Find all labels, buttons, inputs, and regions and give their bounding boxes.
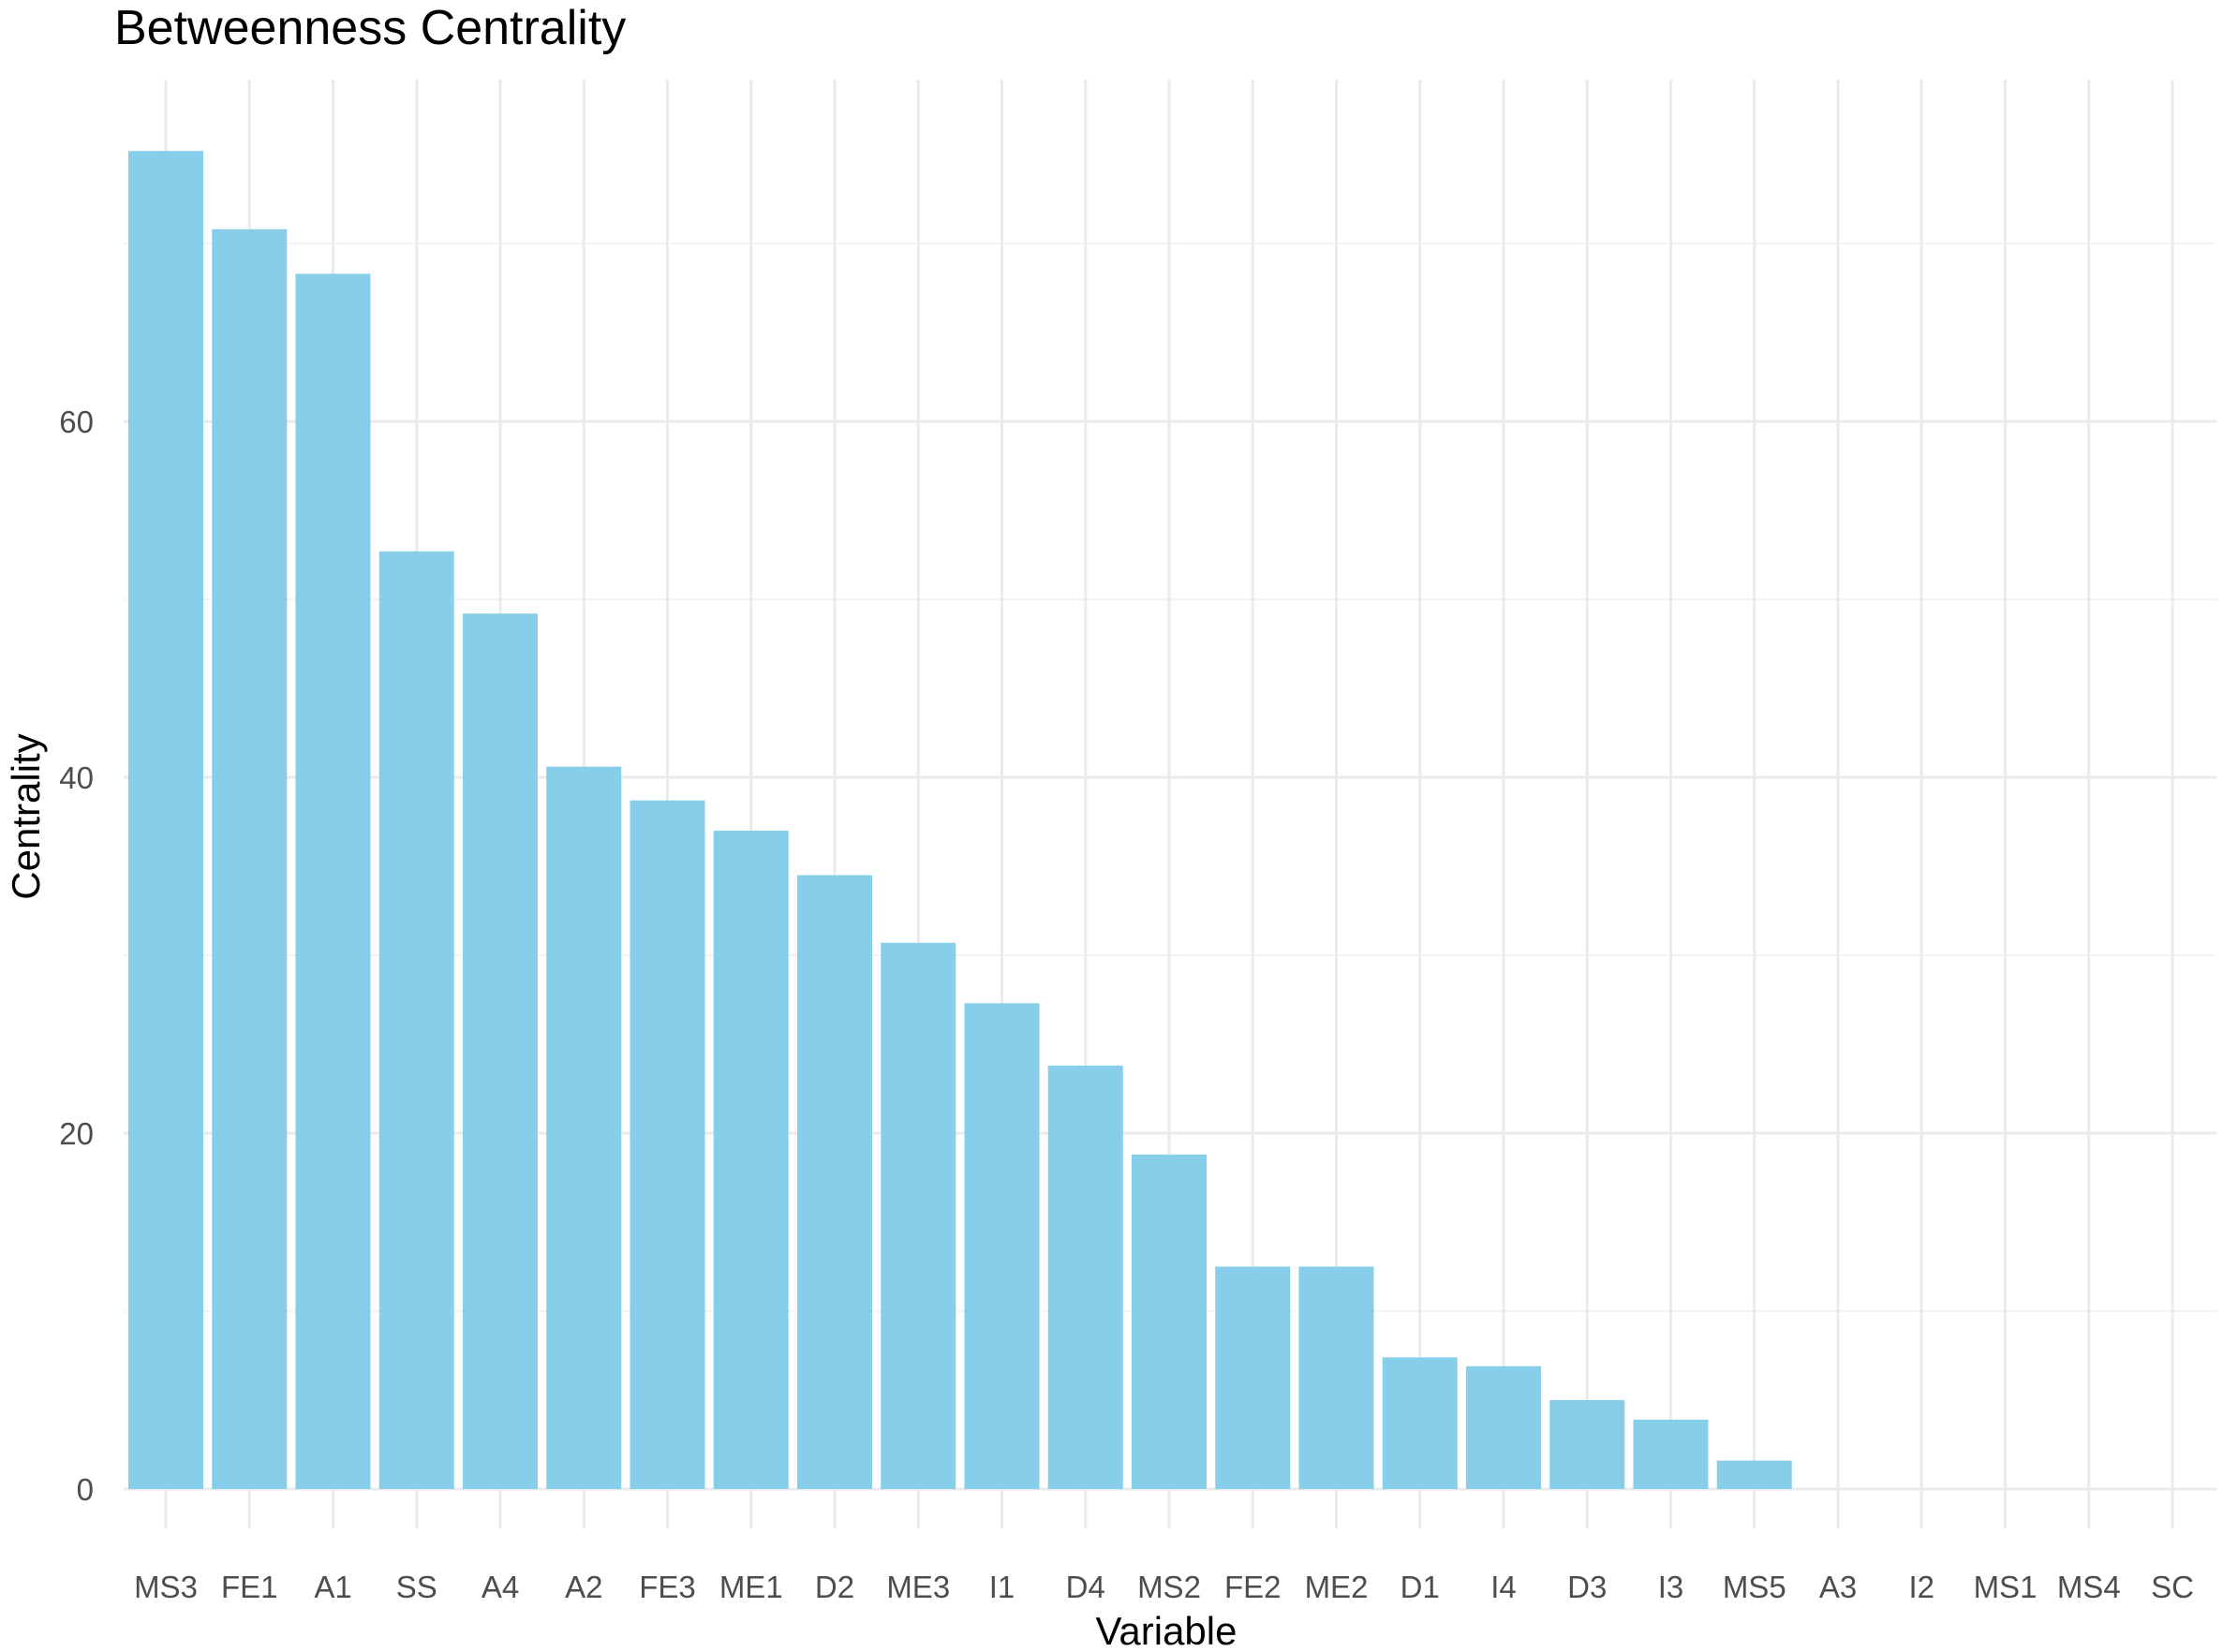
bar-a2 — [546, 766, 622, 1489]
bar-me2 — [1298, 1266, 1374, 1489]
x-tick-label: MS4 — [2057, 1570, 2121, 1604]
bar-ms2 — [1132, 1154, 1207, 1489]
x-tick-label: I1 — [989, 1570, 1015, 1604]
y-tick-label: 20 — [59, 1116, 94, 1151]
bar-d3 — [1549, 1400, 1625, 1489]
y-axis-ticks: 0 20 40 60 — [59, 405, 94, 1507]
bar-ms5 — [1716, 1460, 1792, 1489]
bar-me3 — [881, 942, 956, 1489]
bar-me1 — [713, 831, 789, 1489]
x-tick-label: ME1 — [719, 1570, 783, 1604]
bar-i1 — [964, 1003, 1040, 1489]
bar-i4 — [1466, 1365, 1541, 1489]
x-tick-label: D2 — [815, 1570, 854, 1604]
x-axis-ticks: MS3 FE1 A1 SS A4 A2 FE3 ME1 D2 ME3 I1 D4 MS2 FE2 ME2 D1… — [134, 1570, 2194, 1604]
x-tick-label: A3 — [1819, 1570, 1857, 1604]
bar-a1 — [295, 273, 371, 1489]
y-tick-label: 40 — [59, 760, 94, 795]
x-tick-label: ME3 — [886, 1570, 950, 1604]
bar-ms3 — [128, 151, 203, 1490]
x-tick-label: A4 — [482, 1570, 519, 1604]
x-tick-label: MS3 — [134, 1570, 198, 1604]
x-tick-label: MS5 — [1723, 1570, 1786, 1604]
y-tick-label: 0 — [77, 1472, 94, 1507]
x-tick-label: FE1 — [221, 1570, 278, 1604]
bar-i3 — [1633, 1419, 1709, 1489]
x-tick-label: I4 — [1490, 1570, 1517, 1604]
y-axis-title: Centrality — [4, 733, 48, 899]
x-tick-label: FE3 — [639, 1570, 696, 1604]
bar-fe1 — [212, 229, 288, 1489]
x-tick-label: I2 — [1908, 1570, 1934, 1604]
x-tick-label: A2 — [565, 1570, 602, 1604]
x-tick-label: MS2 — [1137, 1570, 1201, 1604]
chart-title: Betweenness Centrality — [114, 1, 626, 55]
x-tick-label: MS1 — [1974, 1570, 2038, 1604]
x-tick-label: D4 — [1066, 1570, 1105, 1604]
x-tick-label: D1 — [1400, 1570, 1440, 1604]
x-axis-title: Variable — [1096, 1609, 1237, 1652]
y-tick-label: 60 — [59, 405, 94, 439]
bar-d1 — [1382, 1357, 1458, 1489]
x-tick-label: D3 — [1567, 1570, 1607, 1604]
bar-ss — [378, 551, 454, 1489]
bar-d2 — [797, 875, 872, 1489]
bar-d4 — [1047, 1065, 1123, 1489]
bars — [128, 151, 1792, 1490]
x-tick-label: A1 — [314, 1570, 351, 1604]
bar-fe2 — [1215, 1266, 1291, 1489]
bar-a4 — [463, 613, 538, 1489]
bar-fe3 — [630, 800, 705, 1489]
x-tick-label: FE2 — [1224, 1570, 1282, 1604]
x-tick-label: I3 — [1658, 1570, 1684, 1604]
x-tick-label: SC — [2151, 1570, 2194, 1604]
x-tick-label: SS — [396, 1570, 437, 1604]
x-tick-label: ME2 — [1305, 1570, 1369, 1604]
